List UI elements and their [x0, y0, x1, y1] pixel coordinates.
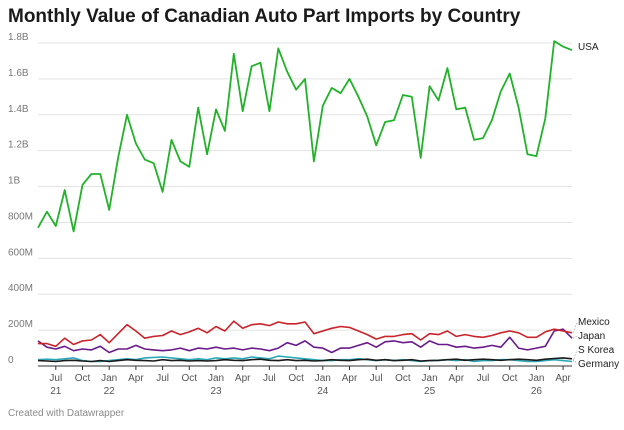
x-tick-label: Jan: [422, 373, 438, 384]
series-line-germany: [37, 357, 573, 363]
x-tick-year: 23: [210, 386, 222, 397]
x-tick-label: Oct: [288, 373, 304, 384]
y-tick-label: 200M: [8, 319, 33, 330]
x-tick-label: Oct: [182, 373, 198, 384]
x-tick-label: Oct: [75, 373, 91, 384]
x-tick-year: 22: [104, 386, 116, 397]
series-label-usa: USA: [578, 42, 599, 53]
x-tick-label: Apr: [342, 373, 358, 384]
y-tick-label: 1.8B: [8, 32, 29, 43]
series-line-japan: [37, 328, 573, 354]
y-tick-label: 1.6B: [8, 68, 29, 79]
x-axis-ticks: Jul 21 Oct Jan 22 Apr Jul Oct Jan 23 Apr Jul Oct Jan 2…: [49, 366, 572, 397]
chart-title: Monthly Value of Canadian Auto Part Impo…: [8, 6, 521, 27]
x-tick-year: 26: [531, 386, 543, 397]
series-lines: [37, 40, 573, 363]
x-tick-label: Jul: [263, 373, 276, 384]
x-tick-label: Jan: [208, 373, 224, 384]
y-tick-label: 1B: [8, 176, 21, 187]
x-tick-label: Jan: [101, 373, 117, 384]
series-line-usa: [37, 40, 573, 233]
y-tick-label: 1.4B: [8, 104, 29, 115]
label-leader: [572, 349, 578, 362]
x-tick-label: Apr: [235, 373, 251, 384]
y-tick-label: 400M: [8, 283, 33, 294]
x-tick-year: 24: [317, 386, 329, 397]
gridlines: [38, 42, 572, 367]
x-tick-label: Apr: [128, 373, 144, 384]
series-line-mexico: [38, 320, 573, 348]
y-tick-label: 0: [8, 355, 14, 366]
series-labels: USA Mexico Japan S Korea Germany: [572, 42, 619, 370]
series-label-mexico: Mexico: [578, 317, 610, 328]
series-label-germany: Germany: [578, 359, 619, 370]
x-tick-label: Apr: [449, 373, 465, 384]
x-tick-label: Jul: [49, 373, 62, 384]
y-axis-ticks: 0 200M 400M 600M 800M 1B 1.2B 1.4B 1.6B 1.8B: [8, 32, 33, 366]
x-tick-label: Jul: [370, 373, 383, 384]
y-tick-label: 1.2B: [8, 140, 29, 151]
x-tick-label: Jan: [315, 373, 331, 384]
series-line-s-korea: [37, 355, 573, 363]
x-tick-label: Oct: [395, 373, 411, 384]
x-tick-year: 25: [424, 386, 436, 397]
series-label-s-korea: S Korea: [578, 345, 615, 356]
y-tick-label: 800M: [8, 211, 33, 222]
label-leader: [572, 321, 578, 333]
x-tick-label: Apr: [555, 373, 571, 384]
x-tick-label: Oct: [502, 373, 518, 384]
label-leader: [572, 335, 578, 339]
label-leader: [572, 358, 578, 365]
x-tick-label: Jan: [528, 373, 544, 384]
credit-footer: Created with Datawrapper: [8, 408, 125, 419]
x-tick-year: 21: [50, 386, 62, 397]
x-tick-label: Jul: [156, 373, 169, 384]
x-tick-label: Jul: [477, 373, 490, 384]
y-tick-label: 600M: [8, 247, 33, 258]
series-label-japan: Japan: [578, 331, 605, 342]
